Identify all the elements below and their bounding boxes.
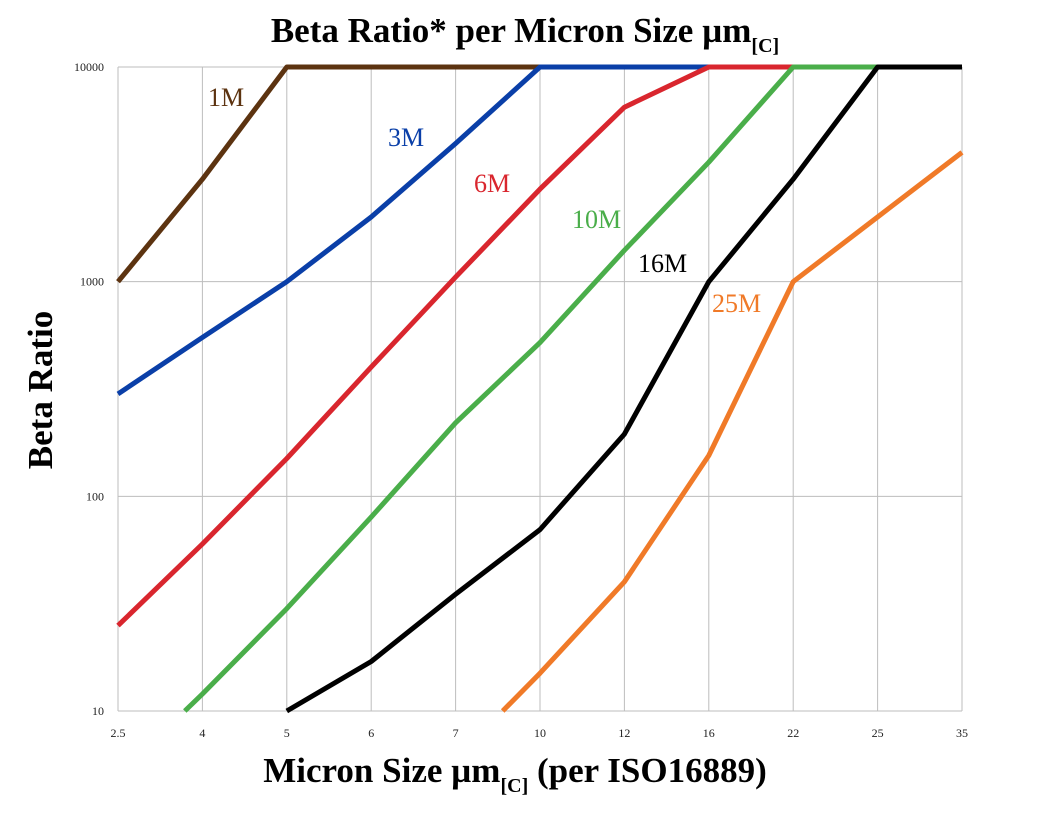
y-tick-label: 10000	[74, 60, 104, 74]
x-tick-label: 10	[534, 726, 546, 740]
series-line-25M	[500, 150, 964, 713]
x-tick-label: 7	[453, 726, 459, 740]
x-tick-label: 4	[199, 726, 205, 740]
x-tick-label: 16	[703, 726, 715, 740]
series-label-10M: 10M	[572, 205, 621, 234]
y-tick-label: 1000	[80, 275, 104, 289]
y-tick-label: 100	[86, 489, 104, 503]
grid	[117, 66, 963, 712]
series-label-6M: 6M	[474, 169, 510, 198]
x-tick-label: 22	[787, 726, 799, 740]
series-labels: 1M 3M 6M 10M 16M 25M	[208, 83, 761, 318]
x-tick-label: 2.5	[111, 726, 126, 740]
x-axis-title: Micron Size µm[C] (per ISO16889)	[263, 751, 767, 797]
series-lines	[116, 64, 964, 714]
series-label-3M: 3M	[388, 123, 424, 152]
series-label-16M: 16M	[638, 249, 687, 278]
x-tick-label: 5	[284, 726, 290, 740]
series-label-1M: 1M	[208, 83, 244, 112]
y-axis-ticks: 10 100 1000 10000	[74, 60, 104, 718]
series-line-16M	[285, 64, 962, 714]
y-axis-title: Beta Ratio	[21, 311, 60, 469]
x-tick-label: 12	[618, 726, 630, 740]
series-line-10M	[183, 64, 962, 713]
x-tick-label: 35	[956, 726, 968, 740]
series-label-25M: 25M	[712, 289, 761, 318]
y-tick-label: 10	[92, 704, 104, 718]
x-tick-label: 25	[872, 726, 884, 740]
x-axis-ticks: 2.5 4 5 6 7 10 12 16 22 25 35	[111, 726, 969, 740]
x-tick-label: 6	[368, 726, 374, 740]
chart-title: Beta Ratio* per Micron Size µm[C]	[271, 11, 779, 57]
